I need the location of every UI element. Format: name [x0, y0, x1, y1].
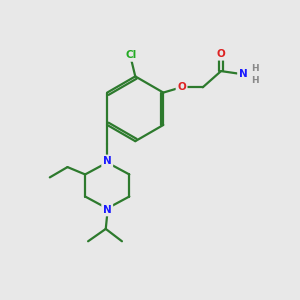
Text: N: N	[103, 205, 112, 215]
Text: O: O	[217, 49, 225, 59]
Text: H: H	[251, 64, 259, 73]
Text: N: N	[239, 69, 248, 79]
Text: H: H	[251, 76, 259, 85]
Text: Cl: Cl	[125, 50, 136, 60]
Text: O: O	[177, 82, 186, 92]
Text: N: N	[103, 156, 112, 166]
